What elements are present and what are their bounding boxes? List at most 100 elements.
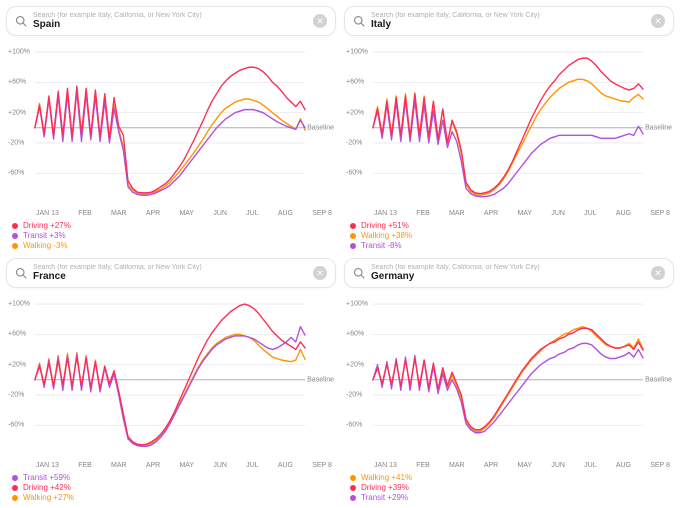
xaxis-label: APR (484, 210, 498, 217)
legend-label: Walking +27% (23, 493, 74, 502)
ytick-label: -60% (346, 422, 362, 429)
search-bar[interactable]: Search (for example Italy, California, o… (6, 6, 336, 36)
ytick-label: +60% (8, 79, 26, 86)
series-driving (373, 328, 643, 429)
legend-label: Driving +51% (361, 221, 409, 230)
xaxis-label: JUN (213, 462, 227, 469)
legend: Transit +59%Driving +42%Walking +27% (6, 469, 336, 502)
series-walking (373, 79, 643, 195)
xaxis: JAN 13FEBMARAPRMAYJUNJULAUGSEP 8 (6, 208, 336, 217)
search-text: Search (for example Italy, California, o… (371, 12, 645, 31)
ytick-label: -60% (346, 170, 362, 177)
xaxis-label: JAN 13 (374, 210, 397, 217)
xaxis-label: FEB (78, 210, 92, 217)
xaxis-label: JUL (584, 210, 596, 217)
series-transit (373, 343, 643, 432)
xaxis-label: JUN (213, 210, 227, 217)
panel-france: Search (for example Italy, California, o… (6, 258, 336, 502)
legend-dot (12, 233, 18, 239)
ytick-label: +60% (8, 331, 26, 338)
clear-icon[interactable]: ✕ (313, 14, 327, 28)
ytick-label: -20% (8, 139, 24, 146)
xaxis-label: SEP 8 (650, 210, 670, 217)
xaxis-label: SEP 8 (312, 462, 332, 469)
legend-item: Walking +38% (350, 231, 674, 240)
xaxis-label: SEP 8 (312, 210, 332, 217)
legend-dot (350, 223, 356, 229)
xaxis-label: JUL (246, 462, 258, 469)
xaxis-label: APR (484, 462, 498, 469)
xaxis-label: MAR (449, 210, 465, 217)
clear-icon[interactable]: ✕ (651, 14, 665, 28)
search-text: Search (for example Italy, California, o… (371, 264, 645, 283)
xaxis-label: JAN 13 (374, 462, 397, 469)
search-icon (15, 267, 27, 279)
ytick-label: +100% (346, 301, 368, 308)
legend-dot (350, 495, 356, 501)
ytick-label: +60% (346, 331, 364, 338)
xaxis-label: FEB (78, 462, 92, 469)
xaxis-label: AUG (278, 210, 293, 217)
legend-item: Transit +3% (12, 231, 336, 240)
search-bar[interactable]: Search (for example Italy, California, o… (6, 258, 336, 288)
xaxis-label: APR (146, 210, 160, 217)
xaxis-label: JAN 13 (36, 462, 59, 469)
chart: -60%-20%+20%+60%+100%Baseline (6, 292, 336, 460)
legend-label: Walking +41% (361, 473, 412, 482)
xaxis-label: MAR (449, 462, 465, 469)
legend-dot (12, 495, 18, 501)
search-icon (353, 267, 365, 279)
xaxis-label: AUG (616, 462, 631, 469)
xaxis-label: FEB (416, 210, 430, 217)
baseline-label: Baseline (307, 124, 334, 131)
ytick-label: -60% (8, 170, 24, 177)
legend-item: Walking +41% (350, 473, 674, 482)
search-value: Germany (371, 271, 645, 283)
clear-icon[interactable]: ✕ (651, 266, 665, 280)
panel-germany: Search (for example Italy, California, o… (344, 258, 674, 502)
legend-dot (350, 485, 356, 491)
legend-dot (12, 485, 18, 491)
ytick-label: +20% (8, 109, 26, 116)
ytick-label: +100% (8, 49, 30, 56)
search-bar[interactable]: Search (for example Italy, California, o… (344, 258, 674, 288)
xaxis-label: AUG (616, 210, 631, 217)
ytick-label: +20% (346, 109, 364, 116)
xaxis: JAN 13FEBMARAPRMAYJUNJULAUGSEP 8 (344, 460, 674, 469)
search-placeholder: Search (for example Italy, California, o… (33, 264, 307, 271)
legend-label: Transit +29% (361, 493, 408, 502)
xaxis-label: JAN 13 (36, 210, 59, 217)
series-walking (373, 327, 643, 432)
legend-dot (12, 475, 18, 481)
baseline-label: Baseline (645, 124, 672, 131)
xaxis-label: MAR (111, 462, 127, 469)
search-value: Italy (371, 19, 645, 31)
search-placeholder: Search (for example Italy, California, o… (371, 264, 645, 271)
xaxis-label: AUG (278, 462, 293, 469)
search-text: Search (for example Italy, California, o… (33, 264, 307, 283)
legend-label: Walking +38% (361, 231, 412, 240)
legend-label: Transit -8% (361, 241, 402, 250)
search-icon (15, 15, 27, 27)
xaxis-label: JUN (551, 462, 565, 469)
xaxis-label: JUL (584, 462, 596, 469)
search-value: France (33, 271, 307, 283)
legend-item: Transit -8% (350, 241, 674, 250)
ytick-label: -20% (346, 391, 362, 398)
legend-item: Driving +42% (12, 483, 336, 492)
ytick-label: -20% (8, 391, 24, 398)
search-bar[interactable]: Search (for example Italy, California, o… (344, 6, 674, 36)
xaxis-label: APR (146, 462, 160, 469)
legend-label: Driving +42% (23, 483, 71, 492)
clear-icon[interactable]: ✕ (313, 266, 327, 280)
legend-dot (350, 243, 356, 249)
series-transit (373, 100, 643, 196)
xaxis-label: MAY (179, 210, 194, 217)
chart: -60%-20%+20%+60%+100%Baseline (344, 292, 674, 460)
legend-item: Driving +39% (350, 483, 674, 492)
ytick-label: +20% (8, 361, 26, 368)
xaxis-label: MAR (111, 210, 127, 217)
search-placeholder: Search (for example Italy, California, o… (371, 12, 645, 19)
xaxis-label: MAY (179, 462, 194, 469)
xaxis-label: JUN (551, 210, 565, 217)
